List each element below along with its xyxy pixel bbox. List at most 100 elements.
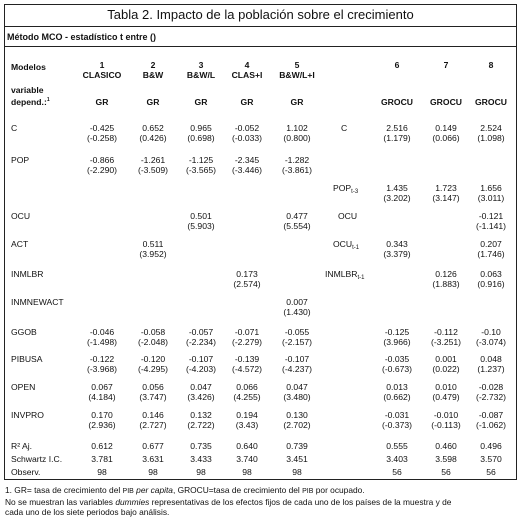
t-statistic-value: (-4.572): [231, 364, 263, 374]
coefficient-value: 0.126: [435, 269, 457, 279]
summary-value: 0.496: [480, 441, 502, 451]
summary-value: 0.612: [91, 441, 113, 451]
t-statistic-value: (4.255): [233, 392, 261, 402]
row-label: INMNEWACT: [11, 297, 64, 307]
column-model-name: CLAS+I: [231, 70, 263, 80]
t-statistic-value: (-0.113): [431, 420, 461, 430]
summary-value: 3.598: [435, 454, 457, 464]
coefficient-value: 0.511: [142, 239, 164, 249]
coefficient-value: 0.965: [190, 123, 212, 133]
coefficient-value: -0.125: [384, 327, 410, 337]
column-model-name: CLASICO: [82, 70, 122, 80]
table-frame: Tabla 2. Impacto de la población sobre e…: [4, 4, 517, 480]
coefficient-value: 0.170: [91, 410, 113, 420]
t-statistic-value: (3.011): [477, 193, 505, 203]
t-statistic-value: (-4.237): [281, 364, 313, 374]
row-label: OCUt-1: [333, 239, 360, 251]
coefficient-value: -1.261: [140, 155, 166, 165]
t-statistic-value: (3.747): [139, 392, 167, 402]
coefficient-value: 0.132: [190, 410, 212, 420]
row-label: PIBUSA: [11, 354, 43, 364]
coefficient-value: 0.048: [480, 354, 502, 364]
summary-value: 98: [292, 467, 302, 477]
coefficient-value: -1.282: [284, 155, 310, 165]
t-statistic-value: (-4.203): [185, 364, 217, 374]
column-number: 1: [99, 60, 105, 70]
t-statistic-value: (5.554): [283, 221, 311, 231]
note-line-1: 1. GR= tasa de crecimiento del PIB per c…: [5, 485, 365, 495]
coefficient-value: 2.516: [386, 123, 408, 133]
t-statistic-value: (5.903): [187, 221, 215, 231]
row-label: OPEN: [11, 382, 36, 392]
variable-label-line2: depend.:1: [11, 96, 50, 107]
t-statistic-value: (-0.373): [381, 420, 413, 430]
coefficient-value: -0.052: [234, 123, 260, 133]
t-statistic-value: (3.202): [383, 193, 411, 203]
t-statistic-value: (2.727): [139, 420, 167, 430]
summary-value: 0.739: [286, 441, 308, 451]
summary-value: 3.631: [142, 454, 164, 464]
coefficient-value: 0.063: [480, 269, 502, 279]
coefficient-value: 1.435: [386, 183, 408, 193]
t-statistic-value: (1.098): [477, 133, 505, 143]
summary-value: 98: [242, 467, 252, 477]
column-model-name: B&W/L+I: [279, 70, 315, 80]
row-label: POPt-3: [333, 183, 359, 195]
t-statistic-value: (2.702): [283, 420, 311, 430]
coefficient-value: -0.122: [89, 354, 115, 364]
coefficient-value: -0.028: [478, 382, 504, 392]
coefficient-value: -0.121: [478, 211, 504, 221]
t-statistic-value: (3.480): [283, 392, 311, 402]
t-statistic-value: (2.574): [233, 279, 261, 289]
coefficient-value: 0.207: [480, 239, 502, 249]
method-caption: Método MCO - estadístico t entre (): [7, 32, 157, 42]
method-divider: [5, 46, 516, 47]
summary-value: 56: [486, 467, 496, 477]
coefficient-value: -0.057: [188, 327, 214, 337]
summary-value: 0.555: [386, 441, 408, 451]
coefficient-value: 0.013: [386, 382, 408, 392]
coefficient-value: -0.058: [140, 327, 166, 337]
t-statistic-value: (-2.290): [86, 165, 118, 175]
coefficient-value: 0.056: [142, 382, 164, 392]
coefficient-value: 0.130: [286, 410, 308, 420]
coefficient-value: -0.031: [384, 410, 410, 420]
coefficient-value: -0.139: [234, 354, 260, 364]
t-statistic-value: (1.883): [432, 279, 460, 289]
column-number: 5: [294, 60, 300, 70]
t-statistic-value: (0.022): [432, 364, 460, 374]
t-statistic-value: (-3.509): [137, 165, 169, 175]
column-model-name: B&W: [142, 70, 164, 80]
coefficient-value: 0.067: [91, 382, 113, 392]
t-statistic-value: (0.426): [139, 133, 167, 143]
row-label: ACT: [11, 239, 29, 249]
t-statistic-value: (3.952): [139, 249, 167, 259]
t-statistic-value: (-1.141): [475, 221, 507, 231]
summary-value: 3.570: [480, 454, 502, 464]
coefficient-value: -0.010: [433, 410, 459, 420]
t-statistic-value: (0.066): [432, 133, 460, 143]
coefficient-value: 0.501: [190, 211, 212, 221]
t-statistic-value: (0.662): [383, 392, 411, 402]
coefficient-value: 0.146: [142, 410, 164, 420]
column-number: 2: [150, 60, 156, 70]
t-statistic-value: (3.379): [383, 249, 411, 259]
coefficient-value: 2.524: [480, 123, 502, 133]
column-dependent-var: GR: [194, 97, 208, 107]
coefficient-value: -0.107: [284, 354, 310, 364]
t-statistic-value: (3.426): [187, 392, 215, 402]
t-statistic-value: (2.722): [187, 420, 215, 430]
row-label: C: [11, 123, 18, 133]
t-statistic-value: (-2.157): [281, 337, 313, 347]
coefficient-value: -0.107: [188, 354, 214, 364]
coefficient-value: 1.102: [286, 123, 308, 133]
t-statistic-value: (-1.498): [86, 337, 118, 347]
t-statistic-value: (-3.446): [231, 165, 263, 175]
coefficient-value: 0.194: [236, 410, 258, 420]
title-divider: [5, 26, 516, 27]
note-line-2: No se muestran las variables dummies rep…: [5, 497, 452, 507]
row-label: OCU: [338, 211, 358, 221]
t-statistic-value: (0.800): [283, 133, 311, 143]
table-title: Tabla 2. Impacto de la población sobre e…: [107, 7, 414, 22]
summary-value: 98: [148, 467, 158, 477]
